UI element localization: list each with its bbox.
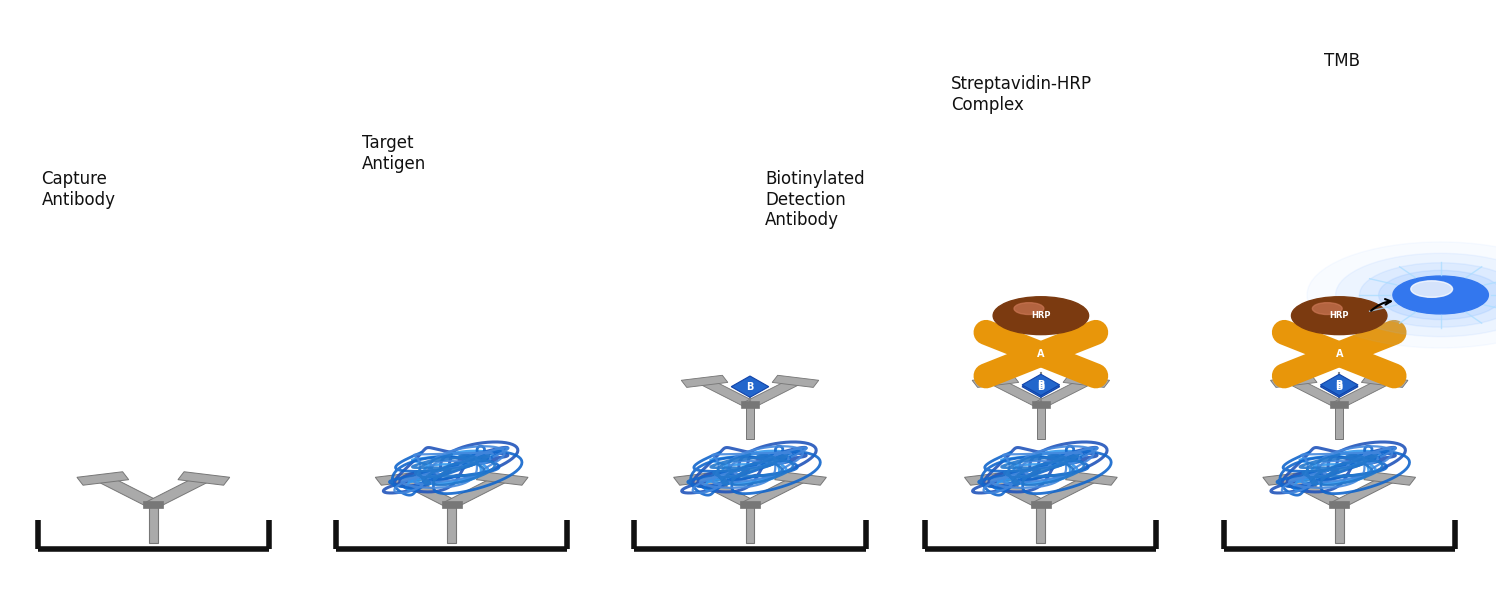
Text: A: A [1335, 349, 1342, 359]
Polygon shape [984, 476, 1048, 506]
Polygon shape [1320, 374, 1358, 395]
FancyBboxPatch shape [442, 500, 462, 508]
Polygon shape [744, 379, 802, 406]
Polygon shape [1035, 379, 1092, 406]
FancyBboxPatch shape [1036, 504, 1046, 542]
Polygon shape [1263, 472, 1314, 485]
Polygon shape [681, 375, 728, 388]
FancyBboxPatch shape [1330, 401, 1348, 407]
Text: B: B [747, 382, 753, 392]
Polygon shape [1022, 376, 1059, 397]
Text: HRP: HRP [1329, 311, 1348, 320]
Polygon shape [375, 472, 427, 485]
Circle shape [1394, 276, 1488, 314]
Circle shape [1306, 242, 1500, 348]
Polygon shape [698, 379, 756, 406]
Text: A: A [1036, 349, 1044, 359]
FancyBboxPatch shape [1329, 500, 1348, 508]
FancyBboxPatch shape [1335, 504, 1344, 542]
FancyBboxPatch shape [148, 504, 158, 542]
Polygon shape [988, 379, 1047, 406]
FancyBboxPatch shape [1335, 404, 1342, 439]
FancyBboxPatch shape [741, 401, 759, 407]
FancyBboxPatch shape [746, 404, 754, 439]
Polygon shape [1022, 374, 1059, 395]
Polygon shape [742, 476, 807, 506]
Polygon shape [1364, 472, 1416, 485]
Polygon shape [1332, 476, 1396, 506]
Polygon shape [772, 375, 819, 388]
Polygon shape [1362, 375, 1408, 388]
Text: B: B [1036, 380, 1044, 390]
Text: Capture
Antibody: Capture Antibody [42, 170, 116, 209]
Polygon shape [96, 476, 160, 506]
Text: TMB: TMB [1324, 52, 1360, 70]
Circle shape [1335, 253, 1500, 337]
Circle shape [1359, 263, 1500, 327]
FancyBboxPatch shape [740, 500, 760, 508]
Text: Biotinylated
Detection
Antibody: Biotinylated Detection Antibody [765, 170, 864, 229]
Circle shape [993, 297, 1089, 335]
Polygon shape [964, 472, 1016, 485]
Text: Streptavidin-HRP
Complex: Streptavidin-HRP Complex [951, 75, 1092, 114]
Circle shape [1017, 344, 1065, 364]
Text: B: B [1036, 382, 1044, 392]
Circle shape [1312, 302, 1342, 314]
Polygon shape [1270, 375, 1317, 388]
Polygon shape [444, 476, 509, 506]
Polygon shape [674, 472, 726, 485]
Polygon shape [1320, 376, 1358, 397]
Polygon shape [394, 476, 459, 506]
FancyBboxPatch shape [1032, 401, 1050, 407]
Polygon shape [1034, 476, 1098, 506]
Polygon shape [774, 472, 826, 485]
Circle shape [1014, 302, 1044, 314]
Polygon shape [76, 472, 129, 485]
Polygon shape [1287, 379, 1346, 406]
Polygon shape [972, 375, 1018, 388]
Circle shape [1316, 344, 1364, 364]
Polygon shape [1064, 375, 1110, 388]
Polygon shape [178, 472, 230, 485]
FancyBboxPatch shape [1036, 404, 1046, 439]
Text: B: B [1335, 382, 1342, 392]
FancyBboxPatch shape [1030, 500, 1050, 508]
Polygon shape [1281, 476, 1347, 506]
Polygon shape [147, 476, 211, 506]
FancyBboxPatch shape [144, 500, 164, 508]
Polygon shape [1334, 379, 1390, 406]
Text: B: B [1335, 380, 1342, 390]
Circle shape [1292, 297, 1388, 335]
Text: Target
Antigen: Target Antigen [362, 134, 426, 173]
FancyBboxPatch shape [746, 504, 754, 542]
Circle shape [1412, 281, 1452, 298]
Text: HRP: HRP [1030, 311, 1050, 320]
Polygon shape [1065, 472, 1118, 485]
Polygon shape [693, 476, 758, 506]
FancyBboxPatch shape [447, 504, 456, 542]
Circle shape [1378, 271, 1500, 320]
Polygon shape [730, 376, 770, 397]
Polygon shape [477, 472, 528, 485]
